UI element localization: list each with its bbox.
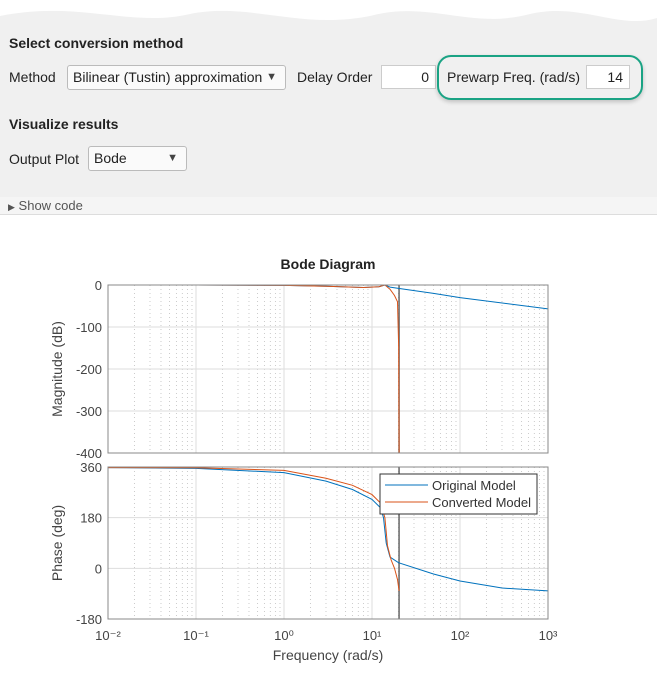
y-tick-label: 360 [80,460,102,475]
legend-entry: Original Model [432,478,516,493]
output-plot-value: Bode [94,150,127,166]
x-tick-label: 10⁻¹ [183,628,209,643]
y-tick-label: -300 [76,404,102,419]
output-plot-dropdown[interactable]: Bode ▼ [88,146,187,171]
legend-entry: Converted Model [432,495,531,510]
bode-chart: Bode Diagram 0 -100 -200 -300 -400 Magnitude (… [49,256,558,663]
phase-ylabel: Phase (deg) [49,505,65,581]
triangle-right-icon: ▶ [8,202,15,212]
y-tick-label: 0 [95,278,102,293]
x-tick-label: 10³ [539,628,558,643]
torn-edge [0,0,657,22]
delay-order-input[interactable]: 0 [381,65,436,89]
y-tick-label: -400 [76,446,102,461]
show-code-label: Show code [18,198,83,213]
y-tick-label: -180 [76,612,102,627]
axes-border [107,466,549,620]
method-dropdown[interactable]: Bilinear (Tustin) approximation ▼ [67,65,286,90]
x-tick-label: 10⁰ [274,628,294,643]
axes-border [107,284,549,454]
show-code-toggle[interactable]: ▶ Show code [0,197,657,215]
y-tick-label: 0 [95,561,102,576]
conversion-panel: Select conversion method Method Bilinear… [0,0,657,197]
x-axis-label: Frequency (rad/s) [273,647,383,663]
highlight-outline [437,55,643,100]
delay-order-label: Delay Order [297,69,373,85]
chevron-down-icon: ▼ [167,152,178,164]
magnitude-ylabel: Magnitude (dB) [49,321,65,417]
y-tick-label: 180 [80,511,102,526]
y-tick-label: -200 [76,362,102,377]
phase-series-original-model [107,467,549,592]
section-heading-conversion: Select conversion method [9,35,184,51]
prewarp-label: Prewarp Freq. (rad/s) [447,69,581,85]
method-value: Bilinear (Tustin) approximation [73,69,263,85]
output-plot-label: Output Plot [9,151,80,167]
method-label: Method [9,69,56,85]
prewarp-input[interactable]: 14 [586,65,630,89]
y-tick-label: -100 [76,320,102,335]
legend: Original Model Converted Model [379,473,538,515]
chart-title: Bode Diagram [281,256,376,272]
section-heading-visualize: Visualize results [9,116,119,132]
chevron-down-icon: ▼ [266,71,277,83]
x-tick-label: 10⁻² [95,628,121,643]
x-tick-label: 10¹ [363,628,382,643]
x-tick-label: 10² [451,628,470,643]
